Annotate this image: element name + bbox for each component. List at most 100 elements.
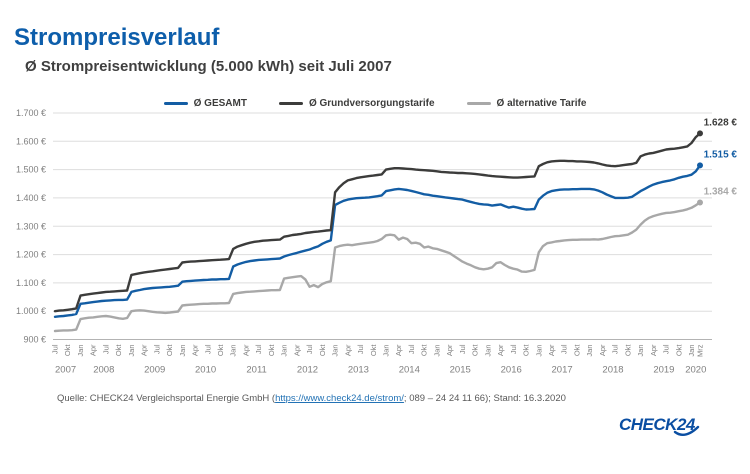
svg-text:Jan: Jan — [432, 345, 441, 357]
svg-text:Okt: Okt — [572, 344, 581, 357]
svg-text:Okt: Okt — [471, 344, 480, 357]
price-line-chart: 1.700 € 1.600 € 1.500 € 1.400 € 1.300 € 1.200… — [16, 108, 738, 376]
svg-text:2007: 2007 — [55, 365, 76, 376]
chart-legend: Ø GESAMT Ø Grundversorgungstarife Ø alte… — [0, 98, 750, 109]
svg-text:Apr: Apr — [343, 344, 352, 356]
svg-text:2017: 2017 — [552, 365, 573, 376]
svg-text:900 €: 900 € — [23, 335, 46, 345]
svg-text:Apr: Apr — [496, 344, 505, 356]
svg-text:Jul: Jul — [611, 344, 620, 354]
svg-text:1.100 €: 1.100 € — [16, 278, 46, 288]
svg-text:2010: 2010 — [195, 365, 216, 376]
svg-text:Jul: Jul — [203, 344, 212, 354]
svg-text:2009: 2009 — [144, 365, 165, 376]
svg-text:Okt: Okt — [216, 344, 225, 357]
svg-text:Jan: Jan — [534, 345, 543, 357]
svg-text:Jan: Jan — [229, 345, 238, 357]
svg-text:Apr: Apr — [242, 344, 251, 356]
svg-text:1.000 €: 1.000 € — [16, 306, 46, 316]
legend-item-gesamt: Ø GESAMT — [163, 98, 247, 109]
source-line: Quelle: CHECK24 Vergleichsportal Energie… — [57, 393, 566, 404]
svg-text:Jan: Jan — [382, 345, 391, 357]
chart-subtitle: Ø Strompreisentwicklung (5.000 kWh) seit… — [25, 58, 392, 75]
svg-text:Apr: Apr — [191, 344, 200, 356]
svg-text:1.200 €: 1.200 € — [16, 250, 46, 260]
svg-text:Apr: Apr — [649, 344, 658, 356]
legend-line-swatch-gesamt — [163, 102, 188, 105]
check24-logo: CHECK24 — [619, 415, 700, 437]
source-suffix: ; 089 – 24 24 11 66); Stand: 16.3.2020 — [403, 393, 566, 404]
svg-text:Jan: Jan — [636, 345, 645, 357]
svg-text:2008: 2008 — [93, 365, 114, 376]
svg-text:1.500 €: 1.500 € — [16, 165, 46, 175]
svg-text:Okt: Okt — [165, 344, 174, 357]
svg-text:Okt: Okt — [420, 344, 429, 357]
svg-text:1.384 €: 1.384 € — [704, 187, 738, 198]
svg-text:Jan: Jan — [331, 345, 340, 357]
x-axis-labels: Jul Okt Jan Apr Jul Okt Jan Apr Jul Okt Jan Apr Jul O… — [51, 344, 707, 376]
svg-text:Jul: Jul — [254, 344, 263, 354]
svg-text:Mrz: Mrz — [696, 344, 705, 357]
svg-text:Apr: Apr — [292, 344, 301, 356]
svg-text:Jan: Jan — [127, 345, 136, 357]
svg-text:1.515 €: 1.515 € — [704, 149, 738, 160]
svg-text:2019: 2019 — [653, 365, 674, 376]
legend-item-grundversorgung: Ø Grundversorgungstarife — [278, 98, 435, 109]
svg-text:Okt: Okt — [63, 344, 72, 357]
svg-text:Jul: Jul — [51, 344, 60, 354]
svg-text:Jan: Jan — [483, 345, 492, 357]
svg-text:2013: 2013 — [348, 365, 369, 376]
svg-text:Apr: Apr — [547, 344, 556, 356]
svg-text:Apr: Apr — [140, 344, 149, 356]
source-link[interactable]: https://www.check24.de/strom/ — [275, 393, 404, 404]
svg-text:Jul: Jul — [356, 344, 365, 354]
svg-text:Jan: Jan — [585, 345, 594, 357]
svg-text:Okt: Okt — [114, 344, 123, 357]
svg-text:Jul: Jul — [509, 344, 518, 354]
svg-text:Jan: Jan — [178, 345, 187, 357]
svg-text:Okt: Okt — [623, 344, 632, 357]
svg-text:Jul: Jul — [662, 344, 671, 354]
legend-item-alternative: Ø alternative Tarife — [466, 98, 587, 109]
svg-text:1.600 €: 1.600 € — [16, 136, 46, 146]
legend-label-grundversorgung: Ø Grundversorgungstarife — [308, 98, 435, 109]
series-line-2: 1.384 € — [53, 187, 738, 333]
svg-text:2012: 2012 — [297, 365, 318, 376]
series-line-1: 1.628 € — [53, 117, 738, 313]
svg-text:Jul: Jul — [101, 344, 110, 354]
svg-text:1.628 €: 1.628 € — [704, 117, 738, 128]
svg-text:2014: 2014 — [399, 365, 420, 376]
legend-label-alternative: Ø alternative Tarife — [496, 98, 587, 109]
check24-logo-text: CHECK24 — [619, 415, 696, 434]
svg-text:Jul: Jul — [560, 344, 569, 354]
source-prefix: Quelle: CHECK24 Vergleichsportal Energie… — [57, 393, 276, 404]
svg-text:Okt: Okt — [522, 344, 531, 357]
svg-text:Jan: Jan — [687, 345, 696, 357]
svg-text:Okt: Okt — [369, 344, 378, 357]
svg-text:Jul: Jul — [305, 344, 314, 354]
svg-text:Jul: Jul — [152, 344, 161, 354]
legend-line-swatch-grundversorgung — [278, 102, 303, 105]
svg-text:2011: 2011 — [246, 365, 266, 376]
legend-label-gesamt: Ø GESAMT — [193, 98, 247, 109]
svg-text:1.400 €: 1.400 € — [16, 193, 46, 203]
svg-text:Jan: Jan — [76, 345, 85, 357]
y-axis-grid: 1.700 € 1.600 € 1.500 € 1.400 € 1.300 € 1.200… — [16, 108, 712, 345]
svg-text:Apr: Apr — [445, 344, 454, 356]
svg-text:2016: 2016 — [501, 365, 522, 376]
page-title: Strompreisverlauf — [14, 24, 220, 51]
legend-line-swatch-alternative — [466, 102, 491, 105]
logo-smile-icon — [673, 425, 700, 437]
svg-text:Jul: Jul — [407, 344, 416, 354]
svg-text:2018: 2018 — [602, 365, 623, 376]
svg-text:Jan: Jan — [280, 345, 289, 357]
svg-text:2020: 2020 — [685, 365, 706, 376]
svg-text:1.300 €: 1.300 € — [16, 221, 46, 231]
svg-text:Apr: Apr — [598, 344, 607, 356]
svg-text:1.700 €: 1.700 € — [16, 108, 46, 118]
svg-text:Okt: Okt — [318, 344, 327, 357]
svg-text:2015: 2015 — [450, 365, 471, 376]
svg-text:Okt: Okt — [674, 344, 683, 357]
svg-text:Jul: Jul — [458, 344, 467, 354]
